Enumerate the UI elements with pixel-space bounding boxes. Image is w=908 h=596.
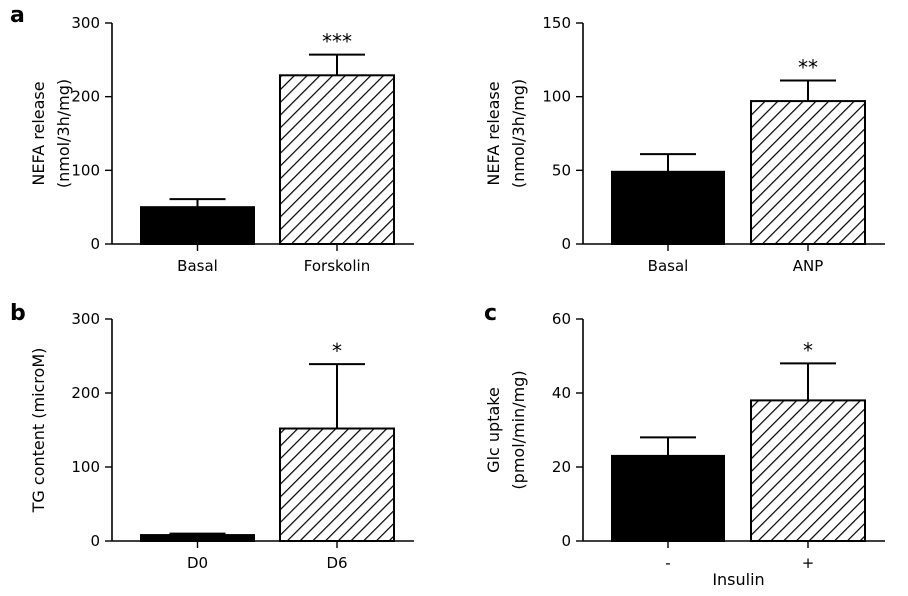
y-axis-label-units: (nmol/3h/mg) <box>54 79 73 188</box>
y-tick-label: 100 <box>542 88 571 106</box>
y-axis-label-units: (nmol/3h/mg) <box>509 79 528 188</box>
bars: ** <box>611 55 866 246</box>
y-tick-label: 300 <box>71 14 100 32</box>
x-tick-label: Basal <box>177 257 218 275</box>
y-tick-label: 40 <box>552 384 571 402</box>
y-tick-label: 50 <box>552 161 571 179</box>
x-tick-label: D6 <box>326 554 347 572</box>
y-tick-label: 200 <box>71 88 100 106</box>
y-axis-label: TG content (microM) <box>29 348 48 514</box>
x-tick-label: + <box>802 554 815 572</box>
y-tick-label: 0 <box>561 532 571 550</box>
y-tick-label: 200 <box>71 384 100 402</box>
x-tick-label: - <box>665 554 670 572</box>
y-axis-label-units: (pmol/min/mg) <box>509 370 528 489</box>
chart-panel-c: c Glc uptake (pmol/min/mg) Insulin 0 20 40… <box>484 301 885 589</box>
y-axis-label: NEFA release <box>29 81 48 185</box>
bars: *** <box>140 30 395 246</box>
panel-letter: b <box>10 301 26 326</box>
bars: * <box>140 339 395 543</box>
x-tick-label: Basal <box>648 257 689 275</box>
significance-marker: *** <box>322 30 352 54</box>
chart-panel-anp: NEFA release (nmol/3h/mg) 0 50 100 150 Basal… <box>484 14 885 275</box>
x-tick-label: D0 <box>187 554 208 572</box>
bar-hatched <box>750 100 866 245</box>
bar-hatched <box>279 427 395 542</box>
x-tick-label: Forskolin <box>304 257 370 275</box>
x-axis-label: Insulin <box>712 570 764 589</box>
bar-solid <box>611 454 725 542</box>
bar-solid <box>140 534 255 543</box>
significance-marker: * <box>803 338 813 362</box>
x-tick-label: ANP <box>793 257 824 275</box>
axes: 0 100 200 300 Basal Forskolin <box>71 14 414 275</box>
significance-marker: ** <box>798 55 818 79</box>
panel-letter: a <box>10 3 25 28</box>
y-tick-label: 100 <box>71 161 100 179</box>
y-tick-label: 0 <box>90 532 100 550</box>
significance-marker: * <box>332 339 342 363</box>
bar-hatched <box>279 74 395 246</box>
bars: * <box>611 338 866 542</box>
bar-solid <box>611 170 725 246</box>
y-tick-label: 300 <box>71 310 100 328</box>
y-axis-label: NEFA release <box>484 81 503 185</box>
y-tick-label: 0 <box>561 235 571 253</box>
y-tick-label: 150 <box>542 14 571 32</box>
y-tick-label: 0 <box>90 235 100 253</box>
y-tick-label: 20 <box>552 458 571 476</box>
panel-letter: c <box>484 301 497 326</box>
chart-panel-a: a NEFA release (nmol/3h/mg) 0 100 200 300 Ba… <box>10 3 414 275</box>
chart-panel-b: b TG content (microM) 0 100 200 300 D0 D6 * <box>10 301 414 572</box>
y-tick-label: 100 <box>71 458 100 476</box>
y-tick-label: 60 <box>552 310 571 328</box>
bar-hatched <box>750 399 866 542</box>
y-axis-label: Glc uptake <box>484 387 503 473</box>
bar-solid <box>140 206 255 246</box>
